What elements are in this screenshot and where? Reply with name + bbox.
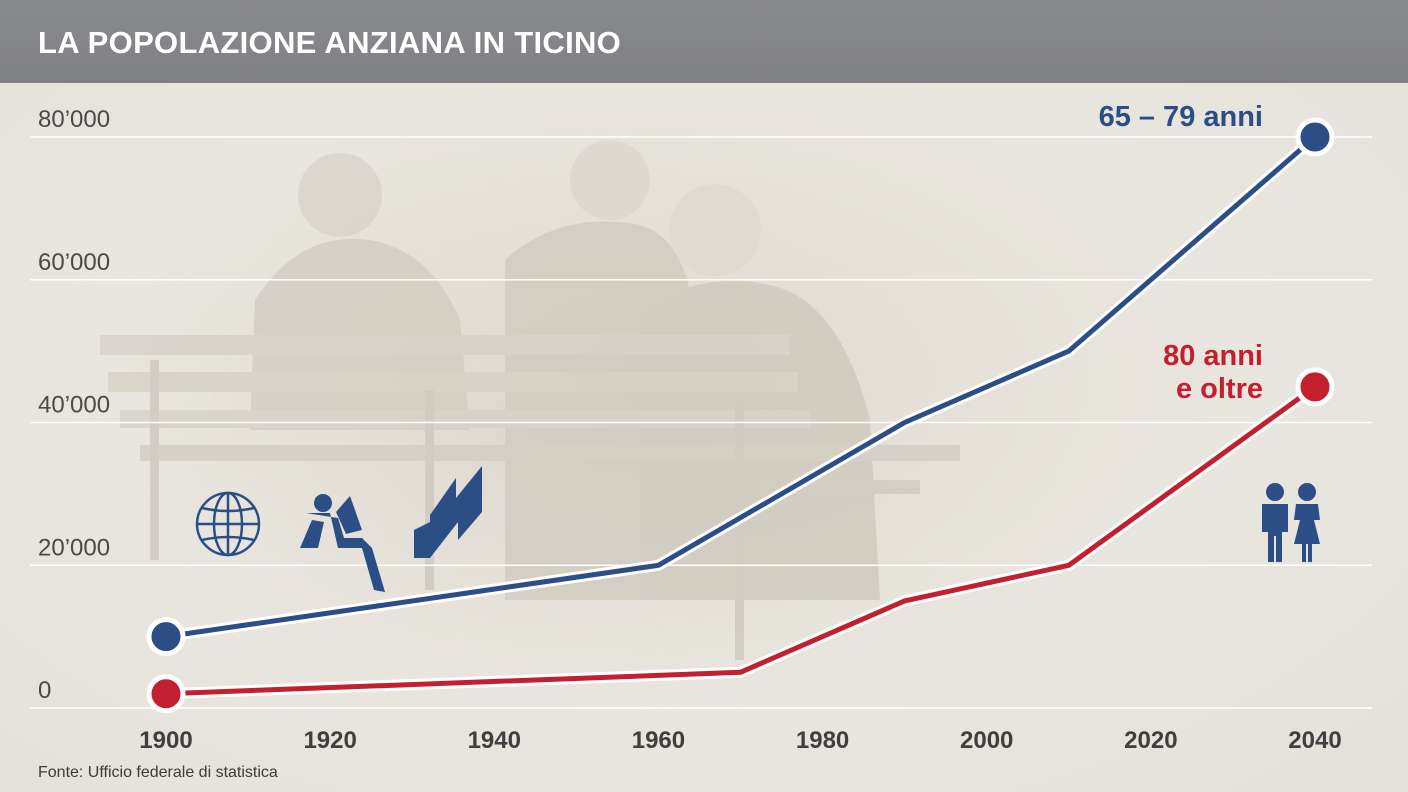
checkmark-icon <box>414 466 482 558</box>
x-tick-label: 1960 <box>632 727 685 754</box>
series-label-80-plus: e oltre <box>1176 373 1263 405</box>
title-bar: LA POPOLAZIONE ANZIANA IN TICINO <box>0 0 1408 83</box>
x-tick-label: 1940 <box>468 727 521 754</box>
series-line-2 <box>163 384 1318 697</box>
data-point-series-1 <box>146 617 186 657</box>
source-note: Fonte: Ufficio federale di statistica <box>38 764 278 781</box>
y-axis-labels: 0 20’000 40’000 60’000 80’000 <box>38 106 110 704</box>
x-tick-label: 2020 <box>1124 727 1177 754</box>
reading-person-icon <box>300 494 385 592</box>
page-title: LA POPOLAZIONE ANZIANA IN TICINO <box>38 25 622 60</box>
x-tick-label: 1900 <box>139 727 192 754</box>
elderly-couple-icon <box>1262 483 1320 562</box>
y-tick-label: 0 <box>38 677 51 704</box>
x-tick-label: 2000 <box>960 727 1013 754</box>
x-tick-label: 1920 <box>303 727 356 754</box>
series-label-80-plus: 80 anni <box>1163 340 1263 372</box>
data-point-series-2 <box>146 674 186 714</box>
x-tick-label: 1980 <box>796 727 849 754</box>
y-tick-label: 40’000 <box>38 392 110 419</box>
background-photo <box>40 90 1080 750</box>
x-axis-labels: 1900 1920 1940 1960 1980 2000 2020 2040 <box>139 727 1341 754</box>
series-label-65-79: 65 – 79 anni <box>1099 101 1263 133</box>
data-point-series-1 <box>1295 117 1335 157</box>
y-tick-label: 20’000 <box>38 534 110 561</box>
globe-icon <box>195 491 261 557</box>
series-line-1 <box>163 134 1318 640</box>
data-point-series-2 <box>1295 367 1335 407</box>
y-tick-label: 60’000 <box>38 249 110 276</box>
series-lines <box>160 131 1321 700</box>
x-tick-label: 2040 <box>1288 727 1341 754</box>
y-tick-label: 80’000 <box>38 106 110 133</box>
series-endpoints <box>146 117 1335 714</box>
